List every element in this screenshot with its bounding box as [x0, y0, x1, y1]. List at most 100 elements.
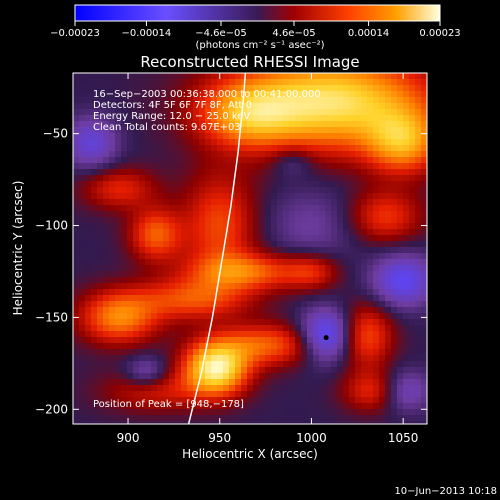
heatmap-cell: [331, 403, 338, 410]
heatmap-cell: [319, 349, 326, 356]
heatmap-cell: [127, 79, 134, 86]
heatmap-cell: [385, 121, 392, 128]
heatmap-cell: [235, 247, 242, 254]
heatmap-cell: [361, 229, 368, 236]
heatmap-cell: [103, 397, 110, 404]
heatmap-cell: [229, 265, 236, 272]
heatmap-cell: [169, 265, 176, 272]
heatmap-cell: [397, 163, 404, 170]
heatmap-cell: [391, 295, 398, 302]
heatmap-cell: [397, 79, 404, 86]
heatmap-cell: [145, 115, 152, 122]
heatmap-cell: [151, 157, 158, 164]
heatmap-cell: [211, 325, 218, 332]
heatmap-cell: [157, 295, 164, 302]
heatmap-cell: [331, 355, 338, 362]
heatmap-cell: [265, 127, 272, 134]
heatmap-cell: [211, 331, 218, 338]
heatmap-cell: [409, 313, 416, 320]
heatmap-cell: [217, 169, 224, 176]
heatmap-cell: [349, 211, 356, 218]
heatmap-cell: [271, 193, 278, 200]
heatmap-cell: [217, 373, 224, 380]
heatmap-cell: [319, 259, 326, 266]
heatmap-cell: [211, 133, 218, 140]
heatmap-cell: [415, 241, 422, 248]
heatmap-cell: [367, 253, 374, 260]
heatmap-cell: [139, 355, 146, 362]
heatmap-cell: [175, 199, 182, 206]
heatmap-cell: [301, 145, 308, 152]
heatmap-cell: [205, 343, 212, 350]
heatmap-cell: [217, 391, 224, 398]
heatmap-cell: [133, 331, 140, 338]
heatmap-cell: [319, 85, 326, 92]
heatmap-cell: [319, 127, 326, 134]
heatmap-cell: [97, 385, 104, 392]
heatmap-cell: [73, 97, 80, 104]
heatmap-cell: [373, 277, 380, 284]
heatmap-cell: [265, 373, 272, 380]
heatmap-cell: [379, 103, 386, 110]
heatmap-cell: [97, 223, 104, 230]
heatmap-cell: [139, 79, 146, 86]
heatmap-cell: [97, 253, 104, 260]
heatmap-cell: [103, 253, 110, 260]
heatmap-cell: [337, 151, 344, 158]
heatmap-cell: [331, 235, 338, 242]
heatmap-cell: [73, 349, 80, 356]
heatmap-cell: [247, 277, 254, 284]
heatmap-cell: [343, 361, 350, 368]
heatmap-cell: [73, 325, 80, 332]
heatmap-cell: [109, 127, 116, 134]
heatmap-cell: [403, 355, 410, 362]
heatmap-cell: [277, 241, 284, 248]
heatmap-cell: [343, 187, 350, 194]
heatmap-cell: [385, 421, 392, 424]
heatmap-cell: [397, 337, 404, 344]
heatmap-cell: [73, 403, 80, 410]
heatmap-cell: [349, 391, 356, 398]
heatmap-cell: [253, 343, 260, 350]
heatmap-cell: [325, 271, 332, 278]
heatmap-cell: [337, 337, 344, 344]
heatmap-cell: [133, 259, 140, 266]
heatmap-cell: [169, 415, 176, 422]
heatmap-cell: [337, 265, 344, 272]
heatmap-cell: [331, 313, 338, 320]
heatmap-cell: [415, 79, 422, 86]
heatmap-cell: [199, 181, 206, 188]
heatmap-cell: [253, 289, 260, 296]
heatmap-cell: [295, 349, 302, 356]
heatmap-cell: [385, 85, 392, 92]
heatmap-cell: [379, 355, 386, 362]
heatmap-cell: [97, 295, 104, 302]
heatmap-cell: [277, 367, 284, 374]
heatmap-cell: [289, 73, 296, 80]
heatmap-cell: [223, 97, 230, 104]
heatmap-cell: [97, 205, 104, 212]
heatmap-cell: [361, 73, 368, 80]
heatmap-cell: [313, 373, 320, 380]
heatmap-cell: [421, 187, 427, 194]
heatmap-cell: [325, 295, 332, 302]
heatmap-cell: [271, 337, 278, 344]
heatmap-cell: [247, 115, 254, 122]
solar-limb-line: [187, 73, 247, 424]
heatmap-cell: [163, 145, 170, 152]
heatmap-cell: [223, 133, 230, 140]
heatmap-cell: [289, 421, 296, 424]
heatmap-cell: [211, 115, 218, 122]
heatmap-cell: [79, 157, 86, 164]
heatmap-cell: [157, 133, 164, 140]
heatmap-cell: [277, 187, 284, 194]
heatmap-cell: [373, 85, 380, 92]
colorbar-tick-label: 0.00023: [419, 28, 460, 39]
heatmap-cell: [235, 229, 242, 236]
heatmap-cell: [151, 283, 158, 290]
heatmap-cell: [235, 319, 242, 326]
heatmap-cell: [385, 361, 392, 368]
heatmap-cell: [349, 373, 356, 380]
heatmap-cell: [193, 187, 200, 194]
heatmap-cell: [169, 325, 176, 332]
